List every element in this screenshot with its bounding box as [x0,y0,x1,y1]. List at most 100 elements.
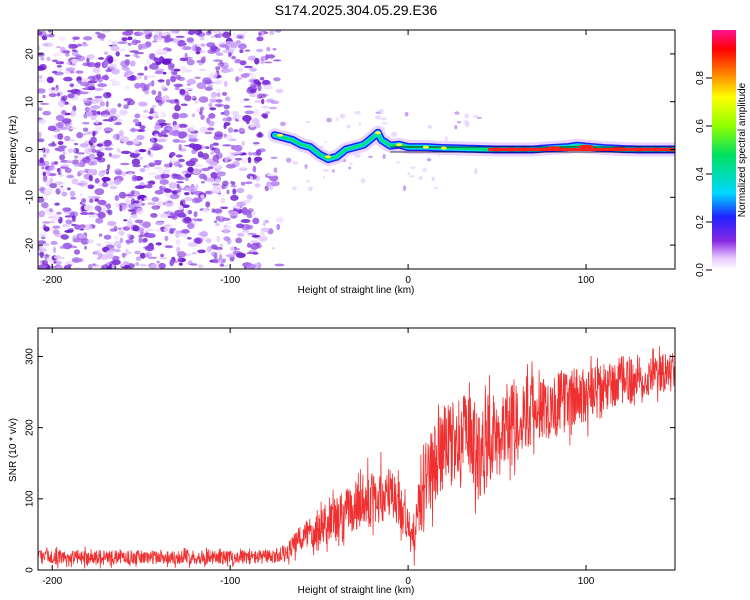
noise-speckle [95,61,102,66]
noise-speckle [143,197,151,201]
noise-speckle [42,175,48,183]
noise-speckle [123,104,129,110]
noise-speckle [94,124,102,132]
noise-speckle [186,83,191,86]
noise-speckle [71,178,79,185]
trace-core [325,155,331,159]
noise-speckle [132,164,141,168]
noise-speckle [239,49,244,54]
noise-speckle [118,191,127,199]
noise-speckle [214,131,224,138]
noise-speckle [476,116,482,119]
noise-speckle [192,167,201,175]
noise-speckle [40,56,45,61]
noise-speckle [101,114,111,118]
noise-speckle [149,53,156,60]
noise-speckle [152,62,157,65]
noise-speckle [240,73,250,78]
noise-speckle [39,75,43,79]
noise-speckle [107,39,113,43]
noise-speckle [56,147,65,152]
noise-speckle [92,131,96,137]
noise-speckle [258,32,262,36]
noise-speckle [196,82,207,90]
noise-speckle [62,95,68,101]
noise-speckle [270,156,278,159]
noise-speckle [48,220,55,224]
noise-speckle [226,153,236,160]
noise-speckle [184,95,192,102]
noise-speckle [167,48,172,52]
noise-speckle [119,136,129,143]
noise-speckle [83,36,93,41]
noise-speckle [65,219,73,225]
noise-speckle [139,220,143,226]
noise-speckle [71,50,79,57]
noise-speckle [407,172,411,176]
noise-speckle [38,30,43,36]
noise-speckle [201,236,208,240]
noise-speckle [186,223,195,229]
noise-speckle [178,112,189,119]
noise-speckle [151,196,160,202]
noise-speckle [184,209,189,216]
noise-speckle [235,151,243,155]
noise-speckle [121,37,128,42]
noise-speckle [51,59,59,63]
y-tick-label: 300 [25,348,36,365]
noise-speckle [168,158,178,164]
noise-speckle [133,53,139,58]
noise-speckle [208,113,216,119]
noise-speckle [177,42,187,47]
noise-speckle [143,228,149,231]
noise-speckle [242,230,250,233]
noise-speckle [205,201,211,208]
noise-speckle [179,233,188,238]
noise-speckle [170,211,175,219]
noise-speckle [119,237,124,244]
noise-speckle [121,253,128,256]
noise-speckle [134,113,141,119]
noise-speckle [69,127,78,130]
noise-speckle [59,187,65,192]
noise-speckle [360,178,366,184]
noise-speckle [152,40,158,43]
noise-speckle [175,232,180,238]
noise-speckle [223,236,231,242]
noise-speckle [87,168,95,175]
noise-speckle [150,146,160,151]
noise-speckle [169,229,175,234]
noise-speckle [87,80,98,84]
noise-speckle [60,234,69,240]
noise-speckle [64,135,71,142]
noise-speckle [175,35,185,38]
noise-speckle [176,176,186,180]
noise-speckle [78,162,86,168]
noise-speckle [257,93,267,99]
noise-speckle [249,67,257,72]
noise-speckle [147,202,156,206]
noise-speckle [90,160,98,166]
figure-title: S174.2025.304.05.29.E36 [275,2,438,18]
noise-speckle [139,168,146,173]
noise-speckle [113,225,118,232]
noise-speckle [134,250,141,255]
noise-speckle [127,42,132,46]
noise-speckle [205,238,212,244]
noise-speckle [39,251,44,259]
noise-speckle [138,234,145,238]
noise-speckle [145,33,151,40]
noise-speckle [201,167,210,172]
noise-speckle [381,122,389,125]
trace-core [422,145,429,149]
noise-speckle [130,198,136,205]
noise-speckle [118,130,124,137]
noise-speckle [222,49,230,54]
noise-speckle [225,254,236,258]
noise-speckle [90,105,100,110]
noise-speckle [38,45,41,51]
noise-speckle [108,79,117,82]
noise-speckle [181,229,190,234]
noise-speckle [220,197,226,204]
noise-speckle [158,132,164,138]
